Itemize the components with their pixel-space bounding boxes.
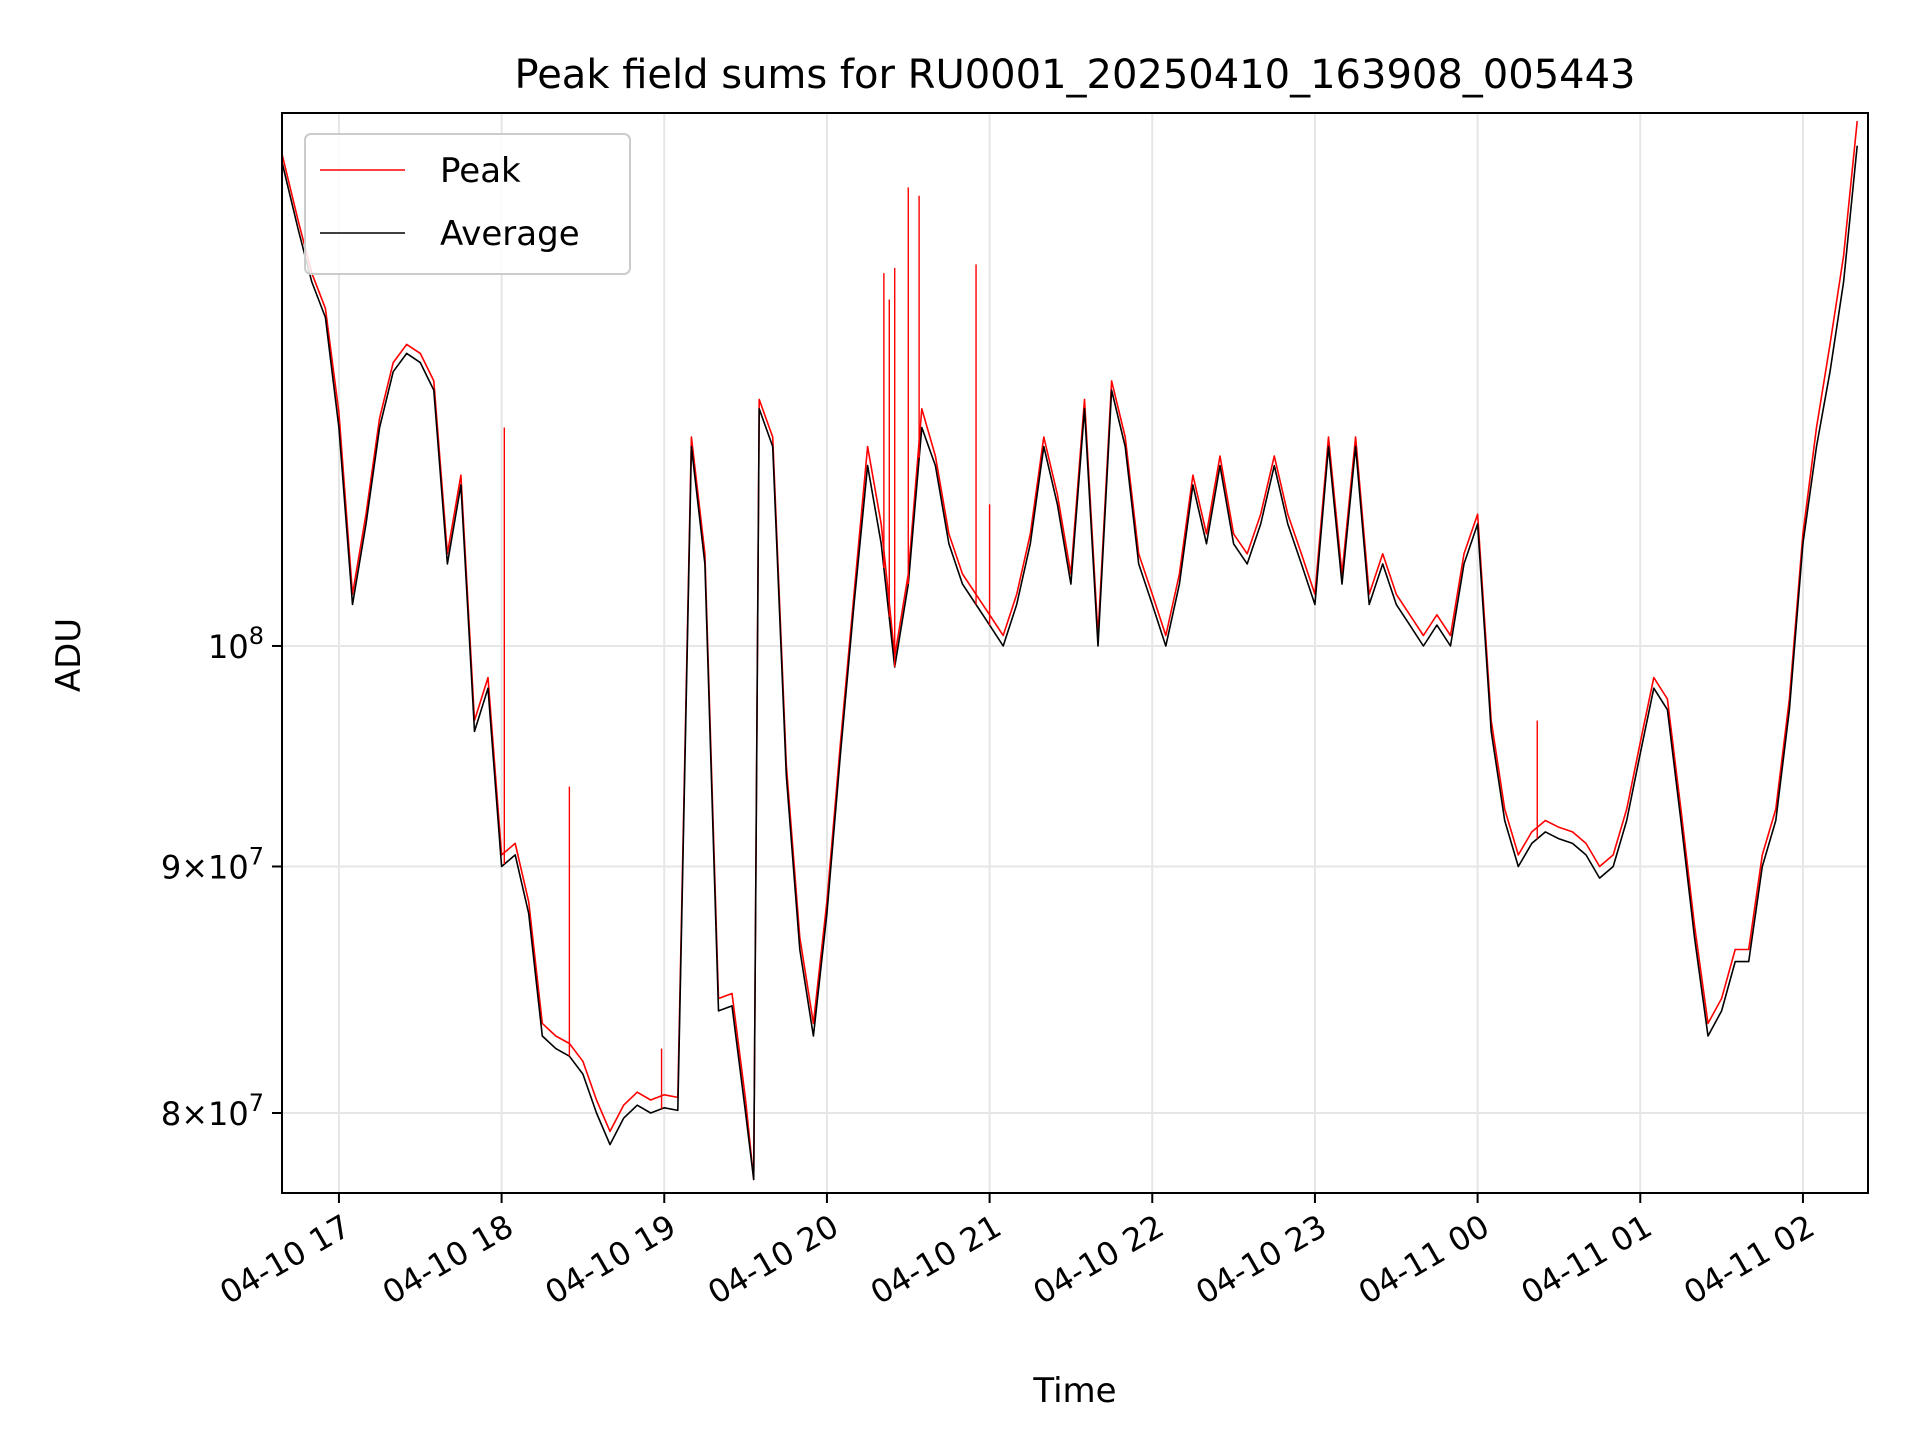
chart-title: Peak field sums for RU0001_20250410_1639… <box>515 52 1636 98</box>
series-layer <box>282 121 1858 1181</box>
legend: Peak Average <box>304 133 631 275</box>
series-line-average <box>282 145 1858 1181</box>
plot-frame <box>281 112 1869 1194</box>
legend-box <box>304 133 631 275</box>
grid <box>282 113 1868 1193</box>
y-tick-label: 8×107 <box>161 1089 264 1133</box>
legend-label-peak: Peak <box>440 151 521 191</box>
y-axis-label: ADU <box>49 618 89 692</box>
y-tick-label: 108 <box>208 622 264 666</box>
y-tick-label: 9×107 <box>161 842 264 886</box>
x-axis-label: Time <box>1032 1371 1116 1411</box>
y-ticks: 108 9×107 8×107 <box>161 622 282 1133</box>
legend-label-average: Average <box>440 214 580 254</box>
series-line-peak <box>282 121 1858 1181</box>
